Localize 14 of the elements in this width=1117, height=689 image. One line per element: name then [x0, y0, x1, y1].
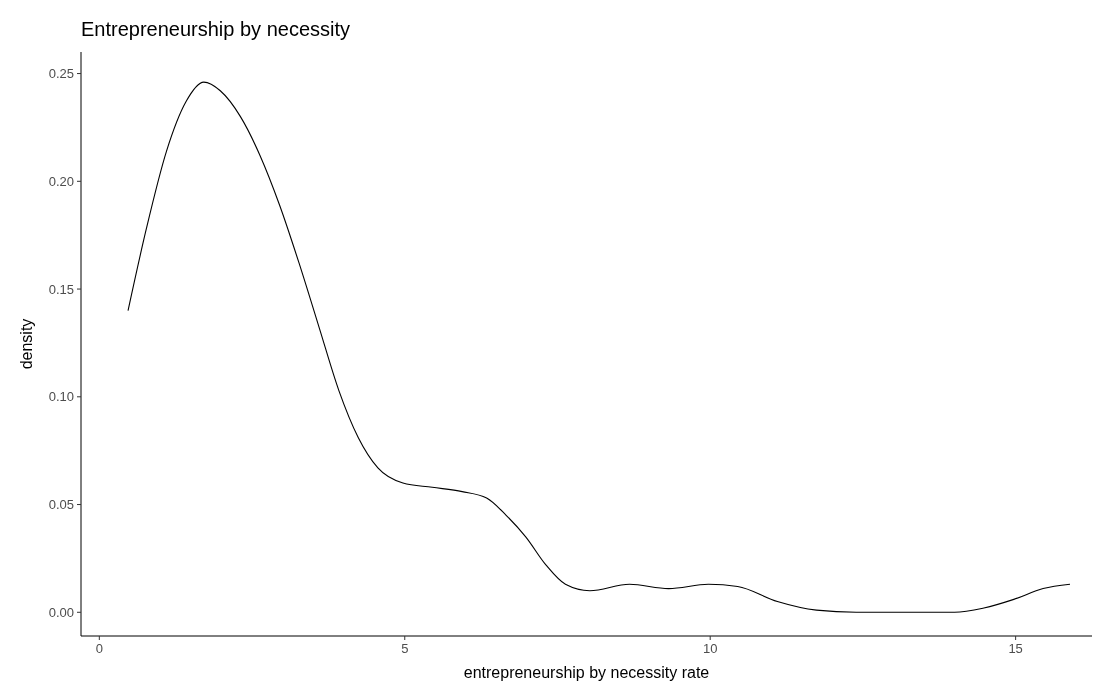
line-series	[127, 81, 1071, 613]
x-tick-label: 10	[702, 641, 718, 656]
y-tick-label: 0.00	[48, 604, 74, 620]
chart-title: Entrepreneurship by necessity	[81, 18, 351, 40]
y-tick-label: 0.10	[48, 389, 74, 405]
x-tick-label: 5	[401, 641, 409, 656]
x-tick-label: 15	[1008, 641, 1023, 656]
y-tick-label: 0.15	[48, 281, 74, 297]
y-tick-label: 0.05	[48, 497, 74, 513]
y-tick-label: 0.20	[48, 173, 74, 189]
y-tick-label: 0.25	[48, 66, 74, 82]
x-tick-label: 0	[95, 641, 103, 656]
y-axis-title: density	[18, 318, 35, 370]
x-axis-title: entrepreneurship by necessity rate	[463, 664, 710, 681]
